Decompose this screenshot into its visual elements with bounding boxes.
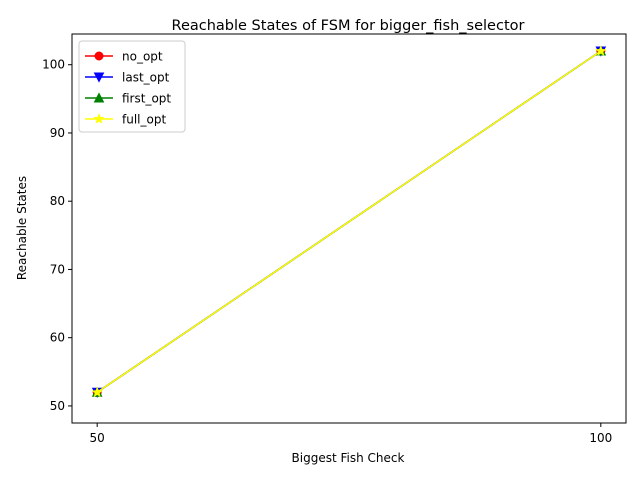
data-point xyxy=(595,45,607,56)
series-line xyxy=(96,50,602,393)
y-axis-label: Reachable States xyxy=(15,176,29,280)
legend-label: last_opt xyxy=(122,71,170,85)
y-tick-label: 100 xyxy=(42,58,65,72)
legend-item: full_opt xyxy=(85,113,166,127)
legend-item: no_opt xyxy=(85,50,163,64)
legend-label: first_opt xyxy=(122,92,171,106)
legend: no_opt last_opt first_opt full_opt xyxy=(78,40,186,133)
y-tick-label: 70 xyxy=(50,262,65,276)
y-tick-label: 50 xyxy=(50,399,65,413)
data-point xyxy=(91,386,103,398)
x-axis: 50 100 xyxy=(90,423,612,445)
y-tick-label: 60 xyxy=(50,331,65,345)
series-layer xyxy=(91,45,607,398)
legend-marker xyxy=(93,113,105,124)
x-axis-label: Biggest Fish Check xyxy=(292,451,405,465)
legend-item: first_opt xyxy=(85,92,171,106)
legend-marker xyxy=(93,92,105,103)
legend-box xyxy=(78,40,186,133)
legend-label: full_opt xyxy=(122,113,166,127)
legend-item: last_opt xyxy=(85,71,170,85)
legend-marker xyxy=(93,72,105,83)
legend-label: no_opt xyxy=(122,50,163,64)
x-tick-label: 50 xyxy=(90,431,105,445)
series-full_opt xyxy=(91,45,607,398)
y-axis: 50 60 70 80 90 100 xyxy=(42,58,72,413)
y-tick-label: 90 xyxy=(50,126,65,140)
y-tick-label: 80 xyxy=(50,194,65,208)
x-tick-label: 100 xyxy=(589,431,612,445)
legend-marker xyxy=(94,51,104,61)
chart-title: Reachable States of FSM for bigger_fish_… xyxy=(172,18,525,34)
